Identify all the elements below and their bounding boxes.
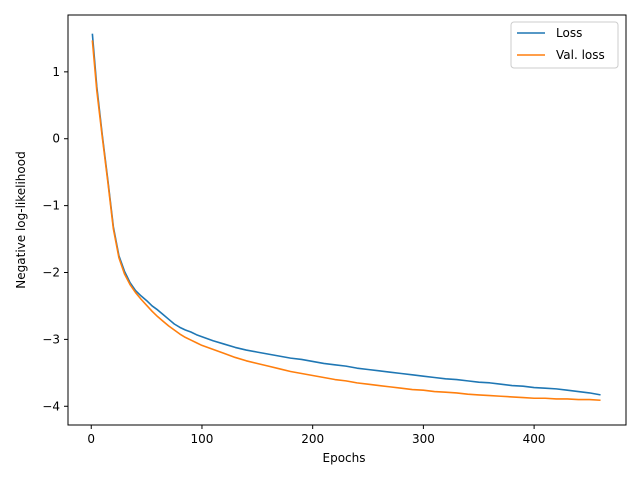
series-line-loss xyxy=(91,33,601,396)
legend: Loss Val. loss xyxy=(510,21,619,69)
legend-label-loss: Loss xyxy=(556,26,582,40)
x-tick-label: 300 xyxy=(412,432,435,446)
y-tick-label: −3 xyxy=(42,332,60,346)
series-layer xyxy=(91,33,601,402)
legend-label-val-loss: Val. loss xyxy=(556,48,605,62)
x-axis: 0 100 200 300 400 xyxy=(87,425,546,446)
y-axis-label: Negative log-likelihood xyxy=(14,151,28,288)
y-tick-label: −2 xyxy=(42,266,60,280)
x-tick-label: 100 xyxy=(191,432,214,446)
x-tick-label: 400 xyxy=(523,432,546,446)
x-tick-label: 200 xyxy=(301,432,324,446)
plot-frame xyxy=(67,14,627,426)
x-axis-label: Epochs xyxy=(323,451,366,465)
y-tick-label: −4 xyxy=(42,399,60,413)
y-tick-label: −1 xyxy=(42,199,60,213)
plot-background xyxy=(68,15,626,425)
x-tick-label: 0 xyxy=(87,432,95,446)
y-tick-label: 1 xyxy=(52,65,60,79)
series-line-val-loss xyxy=(91,40,601,402)
y-axis: −4 −3 −2 −1 0 1 xyxy=(42,65,68,413)
y-tick-label: 0 xyxy=(52,132,60,146)
